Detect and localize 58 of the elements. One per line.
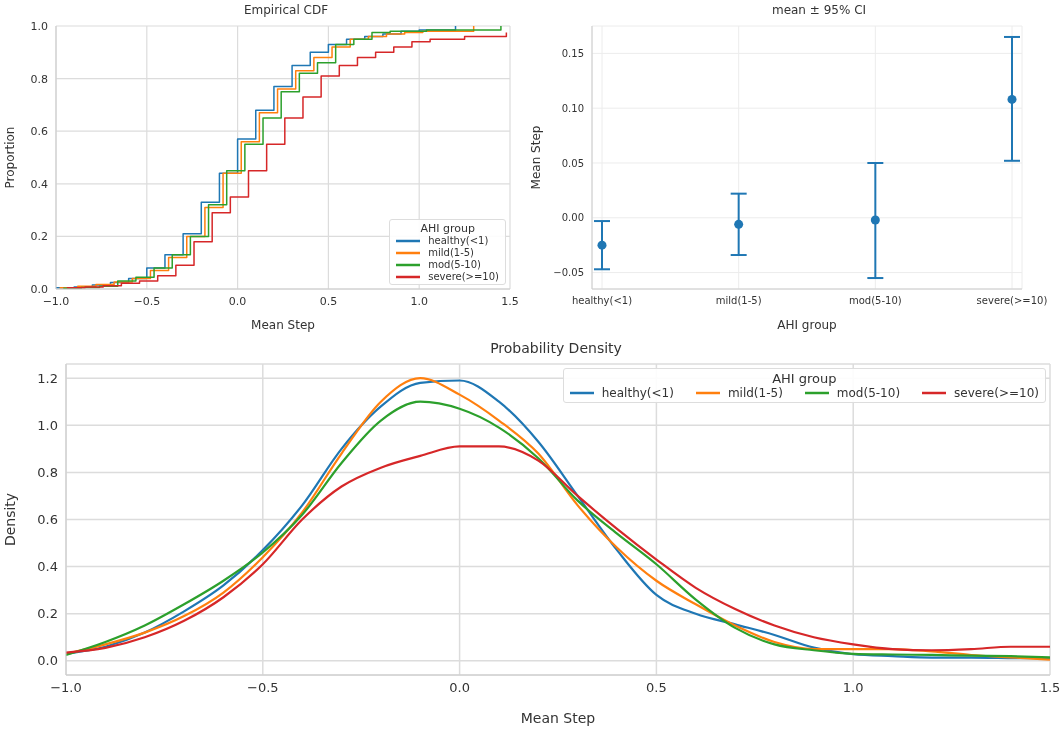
x-tick-label: mod(5-10): [848, 295, 902, 307]
legend-title: AHI group: [771, 371, 838, 386]
x-tick-label: 0.5: [646, 680, 667, 696]
point: [597, 240, 607, 250]
chart-title: Empirical CDF: [243, 3, 329, 17]
y-tick-label: 0.0: [37, 653, 58, 669]
legend-label: mod(5-10): [428, 259, 481, 270]
legend-label: mild(1-5): [727, 386, 783, 400]
y-tick-label: 0.10: [561, 102, 584, 114]
legend-label: severe(>=10): [954, 386, 1039, 400]
y-tick-label: 0.4: [30, 177, 48, 191]
x-tick-label: healthy(<1): [571, 295, 633, 307]
y-tick-label: 0.6: [30, 125, 48, 139]
y-tick-label: 0.2: [30, 230, 48, 244]
y-tick-label: 0.6: [37, 512, 58, 528]
y-tick-label: 1.0: [37, 417, 58, 433]
y-tick-label: 1.2: [37, 370, 58, 386]
legend-label: severe(>=10): [428, 271, 499, 282]
x-tick-label: −0.5: [247, 680, 279, 696]
y-tick-label: 0.8: [30, 72, 48, 86]
y-tick-label: −0.05: [553, 267, 584, 279]
y-tick-label: 0.15: [561, 47, 584, 59]
point: [1007, 94, 1017, 104]
legend-label: healthy(<1): [428, 235, 489, 246]
x-tick-label: 0.0: [228, 294, 247, 308]
y-tick-label: 0.8: [37, 464, 58, 480]
x-axis-title: Mean Step: [251, 318, 315, 332]
x-tick-label: −1.0: [50, 680, 82, 696]
y-tick-label: 0.4: [37, 559, 58, 575]
y-tick-label: 0.05: [561, 157, 584, 169]
legend-label: mod(5-10): [836, 386, 901, 400]
x-tick-label: −1.0: [42, 294, 70, 308]
x-tick-label: severe(>=10): [976, 295, 1048, 307]
x-axis-title: AHI group: [777, 318, 837, 332]
y-axis-title: Mean Step: [529, 125, 544, 190]
y-tick-label: 1.0: [30, 19, 48, 33]
y-axis-title: Proportion: [3, 126, 18, 189]
x-tick-label: 0.5: [319, 294, 338, 308]
line-series: [66, 445, 1050, 654]
legend-label: healthy(<1): [601, 386, 674, 400]
x-tick-label: mild(1-5): [715, 295, 762, 307]
legend-title: AHI group: [419, 222, 476, 235]
x-tick-label: 1.0: [410, 294, 428, 308]
point: [734, 219, 744, 229]
x-tick-label: −0.5: [133, 294, 161, 308]
x-tick-label: 1.0: [842, 680, 864, 696]
x-axis-title: Mean Step: [520, 710, 596, 726]
chart-title: mean ± 95% CI: [770, 2, 868, 19]
x-tick-label: 0.0: [449, 680, 470, 696]
x-tick-label: 1.5: [501, 294, 519, 308]
point: [870, 215, 880, 225]
y-tick-label: 0.00: [561, 212, 584, 224]
y-axis-title: Density: [1, 492, 18, 547]
chart-title: Probability Density: [489, 339, 623, 358]
legend-label: mild(1-5): [428, 247, 475, 258]
y-tick-label: 0.2: [37, 606, 58, 622]
x-tick-label: 1.5: [1039, 680, 1061, 696]
y-tick-label: 0.0: [30, 282, 48, 296]
